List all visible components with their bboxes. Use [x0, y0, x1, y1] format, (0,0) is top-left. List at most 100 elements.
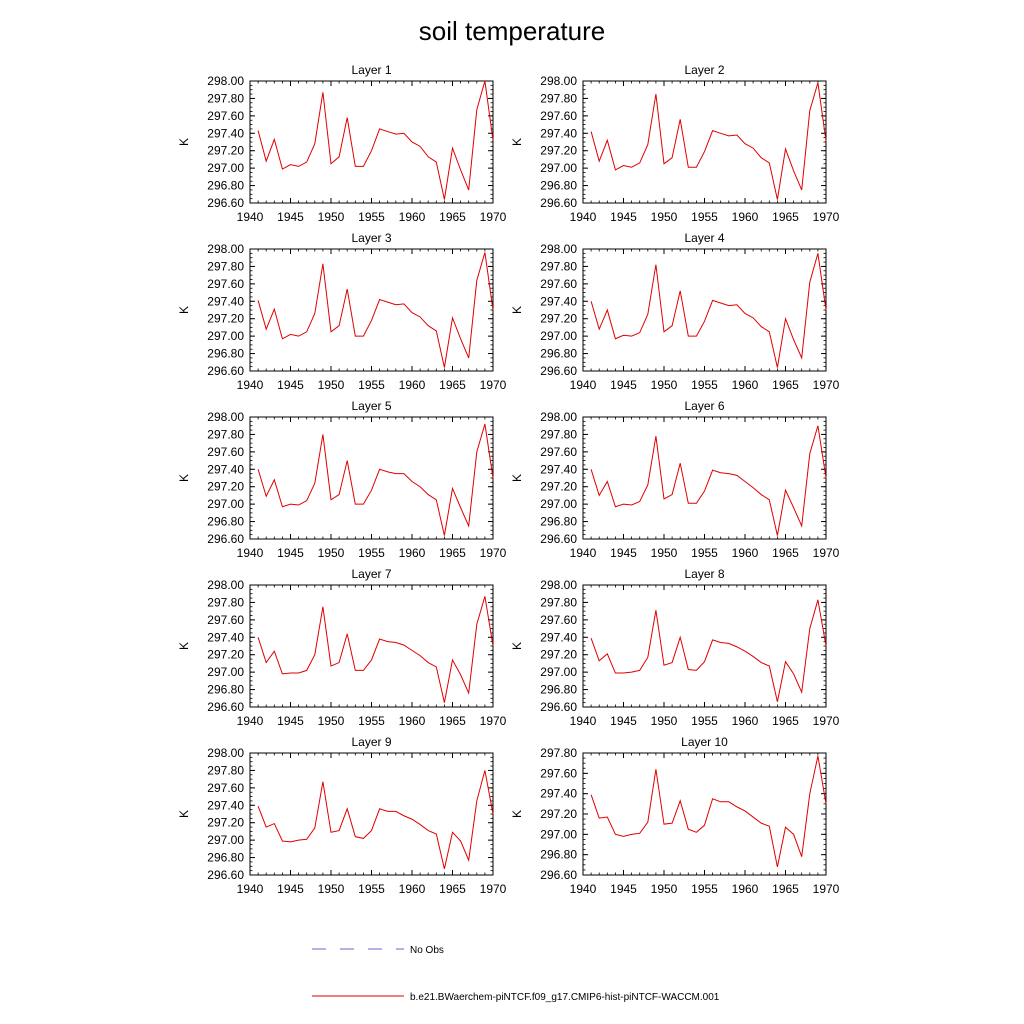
x-tick-label: 1950 [318, 714, 345, 728]
x-tick-label: 1950 [651, 882, 678, 896]
legend-model-label: b.e21.BWaerchem-piNTCF.f09_g17.CMIP6-his… [410, 992, 720, 1003]
panel-layer-10: Layer 10 K 296.60 296.80 297.00 297.20 297.40 2… [510, 735, 840, 896]
panel-title: Layer 4 [684, 231, 724, 245]
y-tick-label: 296.60 [540, 532, 577, 546]
plot-frame [582, 416, 827, 540]
chart-panels: Layer 1 K 296.60 296.80 297.00 297.20 297.40 29… [177, 63, 840, 896]
series-line [257, 80, 494, 200]
legend-no-obs-label: No Obs [410, 945, 444, 956]
y-tick-label: 297.20 [207, 480, 244, 494]
y-axis-label: K [177, 810, 191, 818]
panel-layer-7: Layer 7 K 296.60 296.80 297.00 297.20 297.40 29… [177, 567, 507, 728]
x-tick-label: 1940 [237, 882, 264, 896]
x-tick-label: 1960 [732, 546, 759, 560]
x-tick-label: 1965 [439, 882, 466, 896]
series-line [257, 596, 494, 703]
y-tick-label: 297.80 [207, 595, 244, 609]
panel-title: Layer 5 [351, 399, 391, 413]
y-tick-label: 296.80 [207, 515, 244, 529]
x-tick-label: 1960 [732, 378, 759, 392]
y-tick-label: 298.00 [540, 410, 577, 424]
y-tick-label: 296.80 [540, 515, 577, 529]
x-tick-label: 1960 [732, 714, 759, 728]
panel-layer-1: Layer 1 K 296.60 296.80 297.00 297.20 297.40 29… [177, 63, 507, 224]
x-tick-label: 1950 [651, 378, 678, 392]
x-tick-label: 1965 [439, 714, 466, 728]
y-tick-label: 297.40 [540, 787, 577, 801]
x-tick-label: 1970 [813, 714, 840, 728]
y-tick-label: 297.00 [540, 329, 577, 343]
x-tick-label: 1970 [480, 378, 507, 392]
y-tick-label: 297.60 [207, 109, 244, 123]
panel-title: Layer 8 [684, 567, 724, 581]
y-tick-label: 297.60 [540, 109, 577, 123]
x-tick-label: 1940 [570, 546, 597, 560]
x-tick-label: 1970 [480, 882, 507, 896]
y-tick-label: 296.80 [540, 848, 577, 862]
y-tick-label: 297.80 [540, 259, 577, 273]
plot-frame [249, 584, 494, 708]
y-tick-label: 296.80 [207, 851, 244, 865]
y-tick-label: 296.80 [540, 347, 577, 361]
y-tick-label: 297.00 [207, 833, 244, 847]
y-tick-label: 297.20 [540, 144, 577, 158]
x-tick-label: 1965 [439, 210, 466, 224]
x-tick-label: 1940 [570, 210, 597, 224]
y-tick-label: 296.80 [207, 683, 244, 697]
x-tick-label: 1950 [318, 546, 345, 560]
y-tick-label: 296.80 [540, 683, 577, 697]
y-tick-label: 297.40 [540, 126, 577, 140]
y-tick-label: 297.00 [207, 665, 244, 679]
panel-layer-3: Layer 3 K 296.60 296.80 297.00 297.20 297.40 29… [177, 231, 507, 392]
x-tick-label: 1965 [772, 546, 799, 560]
y-tick-label: 297.00 [540, 161, 577, 175]
legend: No Obs b.e21.BWaerchem-piNTCF.f09_g17.CM… [312, 945, 720, 1003]
panel-title: Layer 3 [351, 231, 391, 245]
y-tick-label: 296.60 [207, 700, 244, 714]
panel-layer-6: Layer 6 K 296.60 296.80 297.00 297.20 297.40 29… [510, 399, 840, 560]
figure-title: soil temperature [419, 16, 605, 46]
y-axis-label: K [510, 306, 524, 314]
y-tick-label: 297.60 [207, 781, 244, 795]
y-tick-label: 297.20 [540, 480, 577, 494]
panel-title: Layer 9 [351, 735, 391, 749]
y-tick-label: 296.60 [207, 532, 244, 546]
y-tick-label: 297.40 [540, 294, 577, 308]
x-tick-label: 1965 [772, 378, 799, 392]
panel-layer-4: Layer 4 K 296.60 296.80 297.00 297.20 297.40 29… [510, 231, 840, 392]
panel-title: Layer 6 [684, 399, 724, 413]
x-tick-label: 1955 [358, 210, 385, 224]
panel-title: Layer 7 [351, 567, 391, 581]
x-tick-label: 1960 [732, 882, 759, 896]
x-tick-label: 1945 [610, 714, 637, 728]
y-tick-label: 297.00 [540, 497, 577, 511]
x-tick-label: 1940 [570, 882, 597, 896]
y-axis-label: K [510, 810, 524, 818]
y-tick-label: 297.40 [207, 462, 244, 476]
y-tick-label: 297.60 [207, 445, 244, 459]
y-tick-label: 297.40 [540, 630, 577, 644]
series-line [590, 755, 827, 867]
x-tick-label: 1950 [651, 714, 678, 728]
y-tick-label: 298.00 [540, 578, 577, 592]
plot-frame [582, 752, 827, 876]
y-tick-label: 297.60 [540, 277, 577, 291]
series-line [257, 423, 494, 536]
x-tick-label: 1945 [277, 714, 304, 728]
y-tick-label: 298.00 [207, 74, 244, 88]
y-tick-label: 296.80 [540, 179, 577, 193]
y-tick-label: 298.00 [207, 578, 244, 592]
y-axis-label: K [510, 138, 524, 146]
y-tick-label: 297.60 [207, 613, 244, 627]
x-tick-label: 1945 [610, 882, 637, 896]
x-tick-label: 1940 [237, 714, 264, 728]
x-tick-label: 1950 [318, 882, 345, 896]
y-tick-label: 298.00 [207, 242, 244, 256]
y-tick-label: 297.00 [540, 827, 577, 841]
x-tick-label: 1940 [237, 546, 264, 560]
y-tick-label: 297.60 [540, 766, 577, 780]
y-tick-label: 297.80 [207, 763, 244, 777]
y-tick-label: 297.40 [207, 126, 244, 140]
x-tick-label: 1960 [399, 882, 426, 896]
